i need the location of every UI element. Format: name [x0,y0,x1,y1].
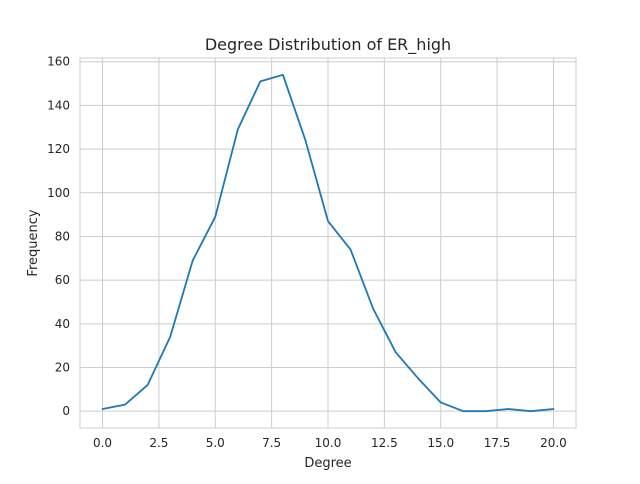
x-tick-label: 5.0 [206,436,225,450]
y-tick-label: 140 [47,98,70,112]
y-axis-label: Frequency [26,209,41,276]
data-point [440,401,442,403]
x-tick-label: 7.5 [262,436,281,450]
data-point [349,248,351,250]
series-line-0 [101,73,555,413]
data-point [304,139,306,141]
x-tick-label: 0.0 [93,436,112,450]
data-point [394,351,396,353]
y-tick-label: 20 [55,360,70,374]
chart-title: Degree Distribution of ER_high [205,35,451,55]
x-tick-label: 20.0 [540,436,567,450]
x-tick-label: 17.5 [484,436,511,450]
data-point [282,74,284,76]
y-tick-labels: 0 20 40 60 80 100 120 140 160 [47,55,70,418]
series-layer [101,73,555,413]
y-tick-label: 60 [55,273,70,287]
data-point [530,410,532,412]
data-point [214,216,216,218]
data-point [327,220,329,222]
y-tick-label: 120 [47,142,70,156]
data-point [146,384,148,386]
data-point [417,377,419,379]
plot-frame [79,57,577,429]
data-point [237,128,239,130]
x-tick-label: 15.0 [427,436,454,450]
y-tick-label: 40 [55,317,70,331]
data-point [462,410,464,412]
y-tick-label: 80 [55,229,70,243]
data-point [372,307,374,309]
data-point [169,336,171,338]
data-point [552,408,554,410]
x-axis-label: Degree [304,456,351,471]
x-tick-label: 12.5 [371,436,398,450]
data-point [101,408,103,410]
x-tick-label: 2.5 [149,436,168,450]
data-point [124,403,126,405]
data-point [192,259,194,261]
x-tick-labels: 0.0 2.5 5.0 7.5 10.0 12.5 15.0 17.5 20.0 [93,436,567,450]
grid [80,58,576,428]
y-tick-label: 0 [62,404,70,418]
data-point [507,408,509,410]
x-tick-label: 10.0 [315,436,342,450]
y-tick-label: 100 [47,186,70,200]
data-point [259,80,261,82]
data-point [485,410,487,412]
y-tick-label: 160 [47,55,70,69]
